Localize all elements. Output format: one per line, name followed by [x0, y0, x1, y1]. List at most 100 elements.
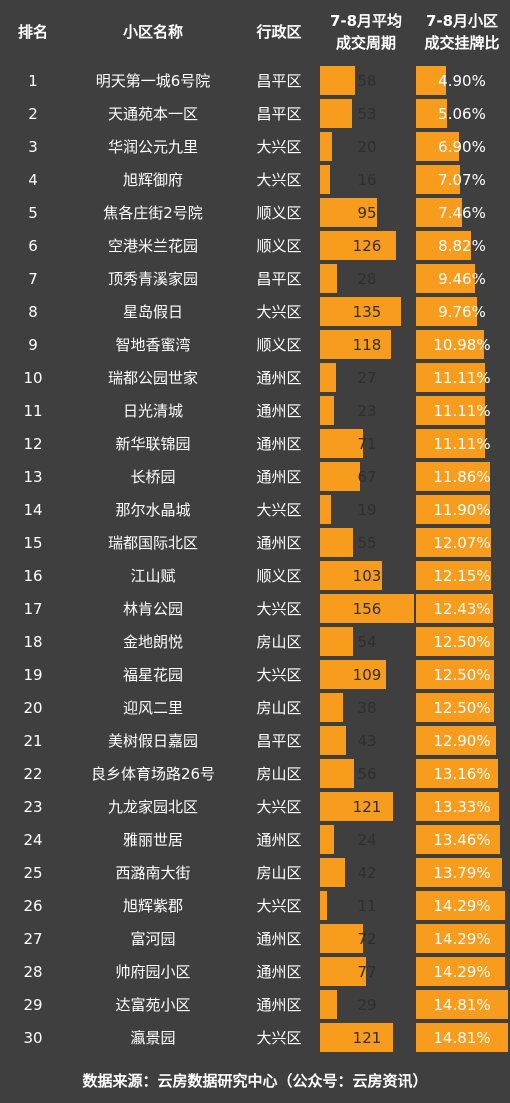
cycle-bar: [320, 1023, 393, 1052]
table-row: 8 星岛假日 大兴区 135 9.76%: [0, 295, 510, 328]
name-cell: 林肯公园: [122, 600, 183, 618]
rank-cell: 25: [23, 863, 43, 882]
ratio-bar: [416, 396, 485, 425]
table-row: 15 瑞都国际北区 通州区 55 12.07%: [0, 526, 510, 559]
name-cell: 焦各庄街2号院: [103, 204, 203, 222]
table-row: 12 新华联锦园 通州区 71 11.11%: [0, 427, 510, 460]
table-header: 排名 小区名称 行政区 7-8月平均 成交周期 7-8月小区 成交挂牌比: [0, 0, 510, 64]
name-cell: 雅丽世居: [122, 831, 183, 849]
ratio-value-label: 6.90%: [438, 137, 486, 156]
table-row: 16 江山赋 顺义区 103 12.15%: [0, 559, 510, 592]
cycle-bar: [320, 759, 354, 788]
rank-cell: 19: [23, 665, 43, 684]
cycle-bar: [320, 198, 378, 227]
cycle-bar: [320, 132, 333, 161]
district-cell: 大兴区: [256, 666, 302, 684]
header-cycle-line1: 7-8月平均: [329, 12, 403, 30]
rank-cell: 20: [23, 698, 43, 717]
header-rank-label: 排名: [17, 23, 48, 41]
ratio-bar: [416, 924, 505, 953]
name-cell: 那尔水晶城: [115, 501, 191, 519]
ratio-bar: [416, 330, 485, 359]
ratio-bar: [416, 429, 485, 458]
cycle-value-label: 16: [357, 170, 377, 189]
cycle-value-label: 38: [357, 698, 377, 717]
rank-cell: 12: [23, 434, 43, 453]
district-cell: 大兴区: [256, 897, 302, 915]
name-cell: 旭辉紫郡: [122, 897, 183, 915]
ratio-value-label: 10.98%: [433, 335, 491, 354]
ratio-bar: [416, 792, 499, 821]
table-row: 28 帅府园小区 通州区 77 14.29%: [0, 955, 510, 988]
ratio-bar: [416, 891, 505, 920]
ratio-bar: [416, 363, 485, 392]
table-row: 11 日光清城 通州区 23 11.11%: [0, 394, 510, 427]
name-cell: 美树假日嘉园: [107, 732, 198, 750]
ratio-value-label: 13.33%: [433, 797, 491, 816]
ratio-bar: [416, 495, 490, 524]
ratio-bar: [416, 99, 448, 128]
table-row: 5 焦各庄街2号院 顺义区 95 7.46%: [0, 196, 510, 229]
cycle-bar: [320, 990, 338, 1019]
cycle-bar: [320, 825, 335, 854]
name-cell: 迎风二里: [122, 699, 183, 717]
table-row: 9 智地香蜜湾 顺义区 118 10.98%: [0, 328, 510, 361]
cycle-bar: [320, 693, 343, 722]
district-cell: 大兴区: [256, 1029, 302, 1047]
cycle-bar: [320, 792, 393, 821]
cycle-value-label: 121: [352, 797, 382, 816]
name-cell: 富河园: [130, 930, 176, 948]
ratio-bar: [416, 990, 508, 1019]
ratio-value-label: 13.16%: [433, 764, 491, 783]
ratio-value-label: 5.06%: [438, 104, 486, 123]
table-row: 6 空港米兰花园 顺义区 126 8.82%: [0, 229, 510, 262]
table-row: 4 旭辉御府 大兴区 16 7.07%: [0, 163, 510, 196]
rank-cell: 17: [23, 599, 43, 618]
header-ratio: 7-8月小区 成交挂牌比: [414, 0, 510, 64]
cycle-bar: [320, 264, 337, 293]
cycle-value-label: 58: [357, 71, 377, 90]
cycle-value-label: 95: [357, 203, 377, 222]
ratio-bar: [416, 264, 475, 293]
ratio-value-label: 12.50%: [433, 632, 491, 651]
ratio-bar: [416, 594, 494, 623]
district-cell: 顺义区: [256, 204, 302, 222]
district-cell: 通州区: [256, 534, 302, 552]
district-cell: 昌平区: [256, 270, 302, 288]
ratio-value-label: 14.29%: [433, 896, 491, 915]
table-row: 20 迎风二里 房山区 38 12.50%: [0, 691, 510, 724]
cycle-bar: [320, 561, 383, 590]
ratio-bar: [416, 759, 498, 788]
ratio-bar: [416, 726, 497, 755]
name-cell: 新华联锦园: [115, 435, 191, 453]
name-cell: 瑞都公园世家: [107, 369, 198, 387]
ratio-value-label: 9.46%: [438, 269, 486, 288]
rank-cell: 29: [23, 995, 43, 1014]
table-row: 30 瀛景园 大兴区 121 14.81%: [0, 1021, 510, 1054]
name-cell: 智地香蜜湾: [115, 336, 191, 354]
cycle-bar: [320, 462, 361, 491]
name-cell: 金地朗悦: [122, 633, 183, 651]
ratio-value-label: 14.29%: [433, 929, 491, 948]
ratio-value-label: 11.86%: [433, 467, 491, 486]
rank-cell: 8: [28, 302, 38, 321]
ratio-value-label: 7.07%: [438, 170, 486, 189]
ratio-bar: [416, 693, 494, 722]
name-cell: 帅府园小区: [115, 963, 191, 981]
name-cell: 长桥园: [130, 468, 176, 486]
name-cell: 达富苑小区: [115, 996, 191, 1014]
header-name: 小区名称: [66, 0, 240, 64]
ratio-value-label: 14.81%: [433, 995, 491, 1014]
name-cell: 瑞都国际北区: [107, 534, 198, 552]
district-cell: 通州区: [256, 996, 302, 1014]
ratio-bar: [416, 825, 500, 854]
name-cell: 西潞南大街: [115, 864, 191, 882]
cycle-bar: [320, 726, 346, 755]
name-cell: 江山赋: [130, 567, 176, 585]
cycle-bar: [320, 858, 346, 887]
cycle-value-label: 135: [352, 302, 382, 321]
cycle-value-label: 77: [357, 962, 377, 981]
table-row: 29 达富苑小区 通州区 29 14.81%: [0, 988, 510, 1021]
table-row: 3 华润公元九里 大兴区 20 6.90%: [0, 130, 510, 163]
cycle-bar: [320, 330, 392, 359]
